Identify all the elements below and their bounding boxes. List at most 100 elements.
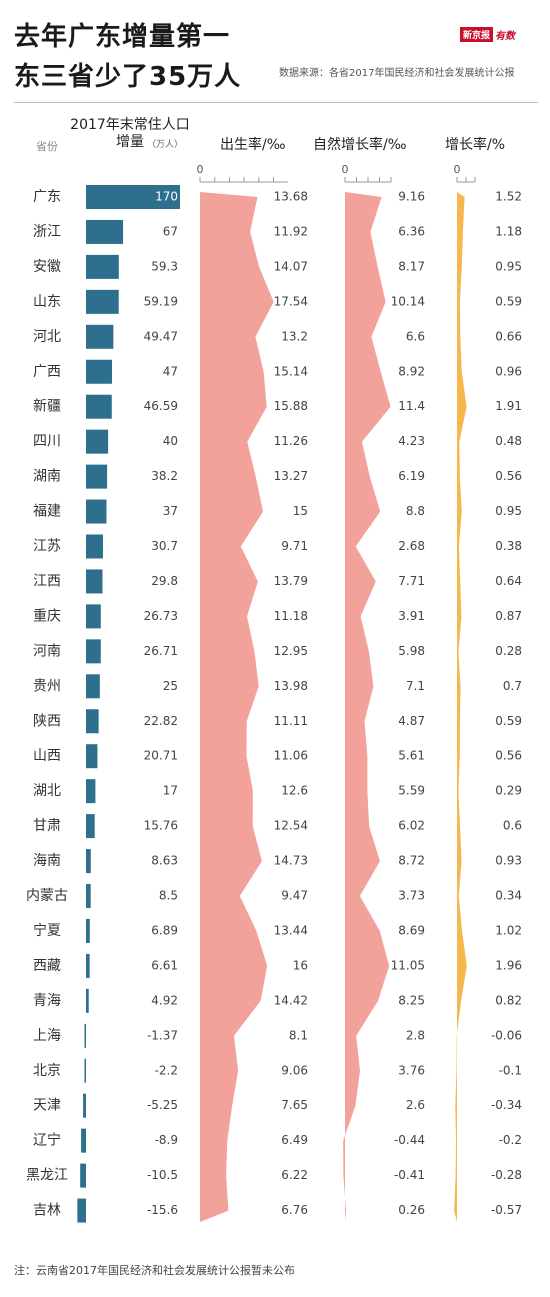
birth-value-label: 12.6 [281,784,308,798]
logo-brand: 新京报 [460,26,494,42]
increase-label: 29.8 [151,574,178,588]
increase-label: 59.19 [144,294,178,308]
growth-value-label: -0.57 [491,1203,522,1217]
province-label: 重庆 [33,608,61,624]
natural-axis-zero-label: 0 [342,163,349,176]
province-label: 天津 [33,1098,61,1114]
increase-bar [86,394,112,419]
increase-bar [86,464,108,489]
growth-value-label: 0.34 [495,889,522,903]
natural-value-label: 5.61 [398,749,425,763]
province-label: 浙江 [33,224,61,240]
growth-value-label: 0.95 [495,259,522,273]
increase-label: -5.25 [147,1098,178,1112]
growth-value-label: 0.66 [495,329,522,343]
province-label: 上海 [33,1028,61,1044]
natural-value-label: 8.72 [398,854,425,868]
growth-value-label: 0.59 [495,714,522,728]
growth-value-label: 0.56 [495,469,522,483]
growth-value-label: 0.96 [495,364,522,378]
province-label: 青海 [33,993,61,1009]
increase-label: -15.6 [147,1203,178,1217]
growth-value-label: 1.91 [495,399,522,413]
province-label: 内蒙古 [26,888,68,904]
province-label: 甘肃 [33,818,61,834]
natural-value-label: 6.02 [398,819,425,833]
growth-value-label: 0.82 [495,993,522,1007]
growth-value-label: 1.18 [495,224,522,238]
birth-axis-zero-label: 0 [197,163,204,176]
province-label: 四川 [33,434,61,450]
growth-value-label: 0.59 [495,294,522,308]
province-label: 海南 [33,853,61,869]
column-header-natural: 自然增长率/‰ [313,137,407,153]
province-label: 陕西 [33,713,61,729]
growth-axis-zero-label: 0 [454,163,461,176]
birth-value-label: 9.06 [281,1063,308,1077]
province-label: 广东 [33,189,61,205]
province-label: 安徽 [33,259,61,275]
birth-value-label: 8.1 [289,1028,308,1042]
birth-value-label: 14.42 [274,993,308,1007]
province-label: 贵州 [33,678,61,694]
natural-value-label: 10.14 [391,294,425,308]
birth-value-label: 6.49 [281,1133,308,1147]
header-divider [14,102,538,103]
natural-area [343,192,391,1222]
increase-label: 22.82 [144,714,178,728]
increase-label: 67 [163,224,178,238]
increase-label: 4.92 [151,993,178,1007]
birth-value-label: 11.26 [274,434,308,448]
increase-bar [86,709,99,734]
natural-value-label: 4.87 [398,714,425,728]
increase-label: -8.9 [155,1133,178,1147]
growth-value-label: 0.29 [495,784,522,798]
natural-value-label: 8.25 [398,993,425,1007]
increase-label: 37 [163,504,178,518]
birth-value-label: 11.06 [274,749,308,763]
increase-bar [86,744,98,769]
column-header-increase: 2017年末常住人口增量 [70,117,190,150]
province-label: 新疆 [33,399,61,415]
growth-value-label: -0.2 [499,1133,522,1147]
natural-value-label: 3.73 [398,889,425,903]
birth-value-label: 11.18 [274,609,308,623]
birth-value-label: 13.68 [274,190,308,204]
increase-bar [83,1093,86,1118]
increase-bar [86,814,95,839]
increase-label: 40 [163,434,178,448]
increase-label: 59.3 [151,259,178,273]
natural-value-label: 11.4 [398,399,425,413]
column-header-province: 省份 [36,140,58,153]
data-source: 数据来源：各省2017年国民经济和社会发展统计公报 [279,68,515,79]
birth-value-label: 17.54 [274,294,308,308]
natural-value-label: 7.1 [406,679,425,693]
natural-value-label: 4.23 [398,434,425,448]
birth-value-label: 12.54 [274,819,308,833]
birth-value-label: 13.44 [274,923,308,937]
increase-label: 8.5 [159,889,178,903]
column-header-growth: 增长率/% [445,137,506,153]
province-label: 湖北 [33,783,61,799]
growth-value-label: -0.34 [491,1098,522,1112]
increase-bar [86,324,114,349]
province-label: 西藏 [33,958,61,974]
birth-area [200,192,274,1222]
increase-label: -1.37 [147,1028,178,1042]
natural-value-label: 6.6 [406,329,425,343]
increase-bar [81,1128,86,1153]
natural-value-label: 7.71 [398,574,425,588]
growth-value-label: -0.28 [491,1168,522,1182]
increase-bar [86,674,100,699]
birth-value-label: 6.22 [281,1168,308,1182]
natural-value-label: 2.6 [406,1098,425,1112]
natural-value-label: 8.17 [398,259,425,273]
province-label: 江苏 [33,539,61,555]
birth-value-label: 13.98 [274,679,308,693]
increase-label: 6.61 [151,958,178,972]
increase-label: 20.71 [144,749,178,763]
growth-value-label: 0.56 [495,749,522,763]
increase-label: 47 [163,364,178,378]
growth-value-label: 0.95 [495,504,522,518]
